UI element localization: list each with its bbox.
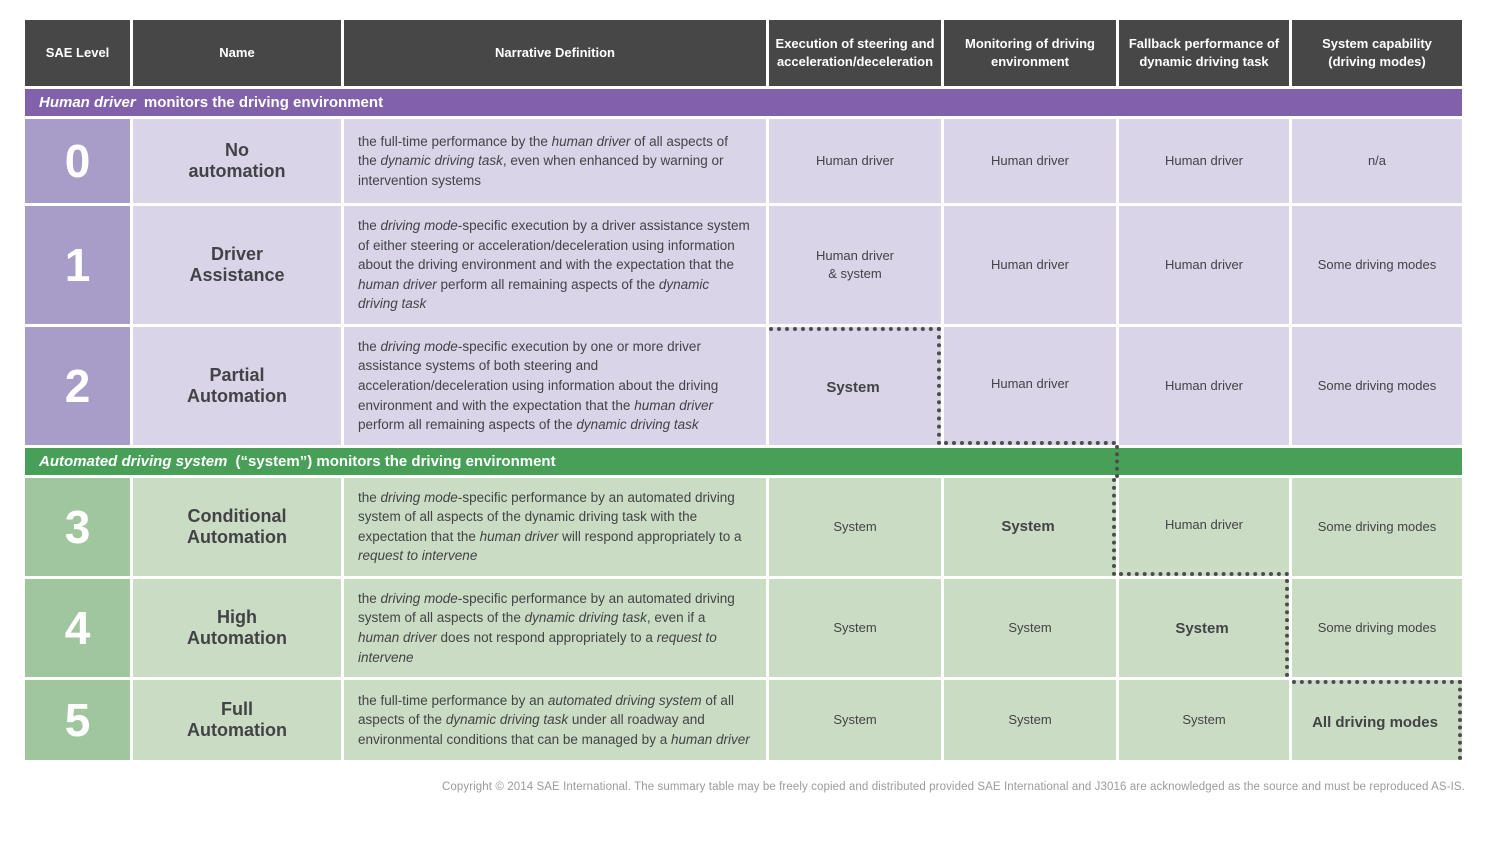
execution-cell: System <box>769 477 941 576</box>
col-header-narrative-definition: Narrative Definition <box>344 20 766 86</box>
section-band-automated-system: Automated driving system (“system”) moni… <box>25 444 1462 478</box>
sae-level-cell: 1 <box>25 206 130 324</box>
responsibility-boundary-dotted-line <box>1115 444 1119 478</box>
level-name-cell: High Automation <box>133 578 341 678</box>
capability-cell: n/a <box>1292 119 1462 203</box>
capability-cell: All driving modes <box>1292 680 1462 761</box>
sae-level-cell: 0 <box>25 119 130 203</box>
section-band-human-driver: Human driver monitors the driving enviro… <box>25 89 1462 116</box>
section-band-automated-system-label: Automated driving system (“system”) moni… <box>25 444 1462 478</box>
narrative-text: the driving mode-specific performance by… <box>358 489 742 564</box>
capability-cell: Some driving modes <box>1292 578 1462 678</box>
sae-levels-table: SAE Level Name Narrative Definition Exec… <box>22 17 1465 763</box>
level-name-cell: Driver Assistance <box>133 206 341 324</box>
narrative-cell: the driving mode-specific execution by a… <box>344 206 766 324</box>
fallback-cell: System <box>1119 578 1289 678</box>
level-name-text: Partial Automation <box>187 365 287 406</box>
narrative-text: the driving mode-specific execution by a… <box>358 218 750 312</box>
level-name-text: Driver Assistance <box>189 244 285 285</box>
execution-cell: System <box>769 326 941 445</box>
table-row-level-2: 2 Partial Automation the driving mode-sp… <box>25 326 1462 445</box>
monitoring-cell: System <box>944 578 1116 678</box>
narrative-cell: the driving mode-specific performance by… <box>344 578 766 678</box>
level-name-cell: Conditional Automation <box>133 477 341 576</box>
sae-level-cell: 4 <box>25 578 130 678</box>
narrative-cell: the driving mode-specific performance by… <box>344 477 766 576</box>
monitoring-cell: Human driver <box>944 119 1116 203</box>
capability-cell: Some driving modes <box>1292 477 1462 576</box>
monitoring-cell: Human driver <box>944 326 1116 445</box>
sae-level-cell: 3 <box>25 477 130 576</box>
sae-level-cell: 2 <box>25 326 130 445</box>
table-row-level-3: 3 Conditional Automation the driving mod… <box>25 477 1462 576</box>
level-name-text: No automation <box>188 140 286 181</box>
capability-cell: Some driving modes <box>1292 326 1462 445</box>
narrative-text: the full-time performance by the human d… <box>358 133 728 188</box>
level-name-cell: Full Automation <box>133 680 341 761</box>
narrative-text: the driving mode-specific performance by… <box>358 590 735 665</box>
col-header-execution: Execution of steering and acceleration/d… <box>769 20 941 86</box>
level-name-text: High Automation <box>187 607 287 648</box>
level-name-cell: Partial Automation <box>133 326 341 445</box>
narrative-text: the driving mode-specific execution by o… <box>358 338 719 433</box>
level-name-text: Conditional Automation <box>187 506 287 547</box>
table-row-level-0: 0 No automation the full-time performanc… <box>25 119 1462 203</box>
execution-cell: System <box>769 680 941 761</box>
table-row-level-5: 5 Full Automation the full-time performa… <box>25 680 1462 761</box>
fallback-cell: Human driver <box>1119 119 1289 203</box>
execution-cell: Human driver <box>769 119 941 203</box>
col-header-name: Name <box>133 20 341 86</box>
level-name-text: Full Automation <box>187 699 287 741</box>
execution-cell: System <box>769 578 941 678</box>
section-band-human-driver-label: Human driver monitors the driving enviro… <box>25 89 1462 116</box>
sae-level-cell: 5 <box>25 680 130 761</box>
col-header-monitoring: Monitoring of driving environment <box>944 20 1116 86</box>
level-name-cell: No automation <box>133 119 341 203</box>
col-header-sae-level: SAE Level <box>25 20 130 86</box>
table-row-level-4: 4 High Automation the driving mode-speci… <box>25 578 1462 678</box>
copyright-notice: Copyright © 2014 SAE International. The … <box>441 781 1465 794</box>
monitoring-cell: Human driver <box>944 206 1116 324</box>
monitoring-cell: System <box>944 680 1116 761</box>
execution-cell: Human driver & system <box>769 206 941 324</box>
section-band-automated-system-text: Automated driving system (“system”) moni… <box>39 452 556 470</box>
table-header-row: SAE Level Name Narrative Definition Exec… <box>25 20 1462 86</box>
fallback-cell: Human driver <box>1119 477 1289 576</box>
narrative-cell: the full-time performance by an automate… <box>344 680 766 761</box>
monitoring-cell: System <box>944 477 1116 576</box>
narrative-cell: the driving mode-specific execution by o… <box>344 326 766 445</box>
col-header-fallback: Fallback performance of dynamic driving … <box>1119 20 1289 86</box>
col-header-system-capability: System capability (driving modes) <box>1292 20 1462 86</box>
table-row-level-1: 1 Driver Assistance the driving mode-spe… <box>25 206 1462 324</box>
fallback-cell: Human driver <box>1119 206 1289 324</box>
narrative-text: the full-time performance by an automate… <box>358 692 750 747</box>
capability-cell: Some driving modes <box>1292 206 1462 324</box>
narrative-cell: the full-time performance by the human d… <box>344 119 766 203</box>
fallback-cell: Human driver <box>1119 326 1289 445</box>
fallback-cell: System <box>1119 680 1289 761</box>
